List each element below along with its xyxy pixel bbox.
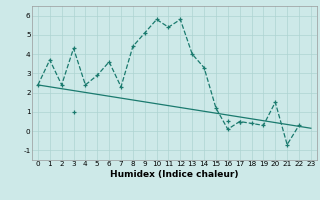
- X-axis label: Humidex (Indice chaleur): Humidex (Indice chaleur): [110, 170, 239, 179]
